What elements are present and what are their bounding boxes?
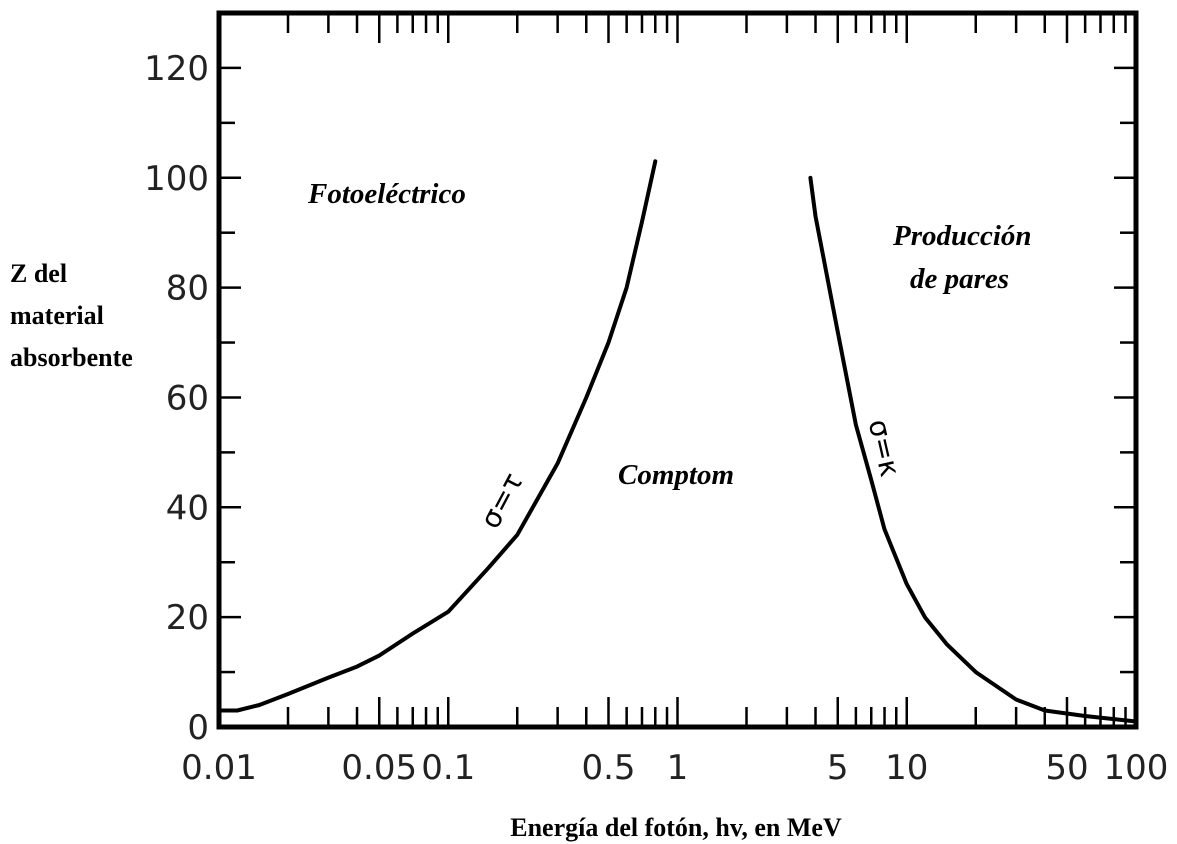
region-label-compton: Comptom [618,459,734,491]
y-tick-label: 0 [187,708,209,748]
x-tick-label: 0.05 [341,748,417,788]
curves [217,159,1138,724]
x-axis-label: Energía del fotón, hv, en MeV [510,813,842,842]
axis-ticks [217,11,1138,729]
plot-frame [216,10,1139,730]
x-tick-labels: 0.01 0.05 0.1 0.5 1 5 10 50 100 [181,748,1168,788]
y-tick-labels: 0 20 40 60 80 100 120 [144,49,209,748]
y-tick-label: 20 [166,598,209,638]
x-tick-label: 1 [667,748,689,788]
x-tick-label: 0.5 [581,748,635,788]
region-label-photoelectric: Fotoeléctrico [307,178,466,210]
y-tick-label: 80 [166,269,209,309]
y-tick-label: 40 [166,488,209,528]
x-tick-label: 0.01 [181,748,257,788]
region-label-pair-production-line2: de pares [910,263,1009,295]
y-axis-label-line1: Z del [10,259,67,288]
curve-compton-pair-production [808,175,1138,724]
y-tick-label: 60 [166,378,209,418]
x-tick-label: 100 [1104,748,1169,788]
y-tick-label: 120 [144,49,209,89]
y-axis-label-line3: absorbente [10,343,133,372]
x-tick-label: 5 [827,748,849,788]
x-tick-label: 50 [1045,748,1088,788]
curve-photoelectric-compton [217,159,658,713]
region-label-pair-production-line1: Producción [892,220,1032,252]
y-axis-label-line2: material [10,301,104,330]
x-tick-label: 10 [885,748,928,788]
x-tick-label: 0.1 [421,748,475,788]
y-tick-label: 100 [144,159,209,199]
